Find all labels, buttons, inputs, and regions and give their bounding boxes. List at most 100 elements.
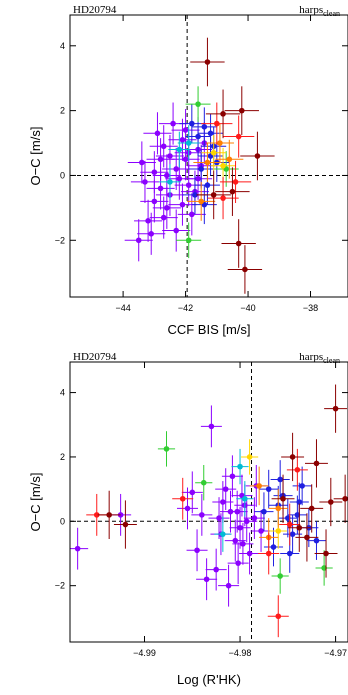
point-marker bbox=[220, 162, 226, 169]
point-marker bbox=[299, 483, 305, 489]
point-marker bbox=[220, 499, 226, 505]
data-point bbox=[205, 548, 227, 591]
data-point bbox=[200, 405, 222, 448]
point-marker bbox=[296, 524, 303, 531]
point-marker bbox=[277, 476, 283, 483]
data-point bbox=[201, 102, 233, 145]
point-marker bbox=[289, 454, 296, 460]
data-point bbox=[271, 558, 289, 594]
point-marker bbox=[184, 505, 191, 512]
data-point bbox=[283, 514, 303, 554]
point-marker bbox=[235, 560, 241, 566]
data-point bbox=[236, 500, 258, 543]
x-tick-label: −38 bbox=[303, 303, 318, 313]
point-marker bbox=[275, 528, 282, 534]
point-marker bbox=[201, 124, 208, 130]
point-marker bbox=[176, 146, 183, 153]
corner-right-main: harps bbox=[299, 4, 323, 16]
point-marker bbox=[154, 130, 161, 137]
data-point bbox=[269, 513, 287, 549]
data-point bbox=[162, 209, 191, 252]
point-marker bbox=[280, 495, 286, 502]
data-point bbox=[195, 464, 213, 501]
point-marker bbox=[254, 153, 261, 159]
data-point bbox=[240, 131, 275, 181]
data-point bbox=[196, 170, 231, 220]
point-marker bbox=[321, 565, 327, 571]
point-marker bbox=[296, 499, 303, 505]
point-marker bbox=[142, 179, 148, 185]
data-point bbox=[279, 503, 301, 546]
data-point bbox=[177, 125, 200, 161]
data-point bbox=[215, 167, 250, 216]
point-marker bbox=[167, 153, 173, 159]
data-point bbox=[231, 448, 249, 485]
data-point bbox=[236, 481, 254, 517]
point-marker bbox=[261, 508, 267, 515]
data-point bbox=[171, 109, 200, 152]
point-marker bbox=[208, 423, 215, 430]
point-marker bbox=[289, 531, 296, 537]
point-marker bbox=[242, 495, 248, 502]
point-marker bbox=[179, 136, 186, 143]
data-point bbox=[190, 37, 225, 87]
data-point bbox=[271, 474, 295, 523]
y-tick-label: 0 bbox=[60, 516, 65, 526]
point-marker bbox=[308, 505, 315, 512]
data-point bbox=[259, 469, 279, 509]
point-marker bbox=[294, 512, 301, 518]
x-tick-label: −4.97 bbox=[324, 648, 347, 658]
data-point bbox=[286, 448, 308, 491]
data-point bbox=[231, 474, 253, 517]
data-point bbox=[97, 490, 121, 540]
point-marker bbox=[246, 454, 253, 460]
data-point bbox=[127, 141, 156, 184]
data-point bbox=[176, 487, 199, 530]
point-marker bbox=[200, 479, 207, 486]
point-marker bbox=[217, 140, 223, 146]
point-marker bbox=[242, 266, 248, 273]
point-marker bbox=[151, 198, 158, 205]
data-point bbox=[137, 212, 166, 255]
point-marker bbox=[270, 544, 277, 550]
y-tick-label: −2 bbox=[55, 235, 65, 245]
point-marker bbox=[286, 521, 293, 528]
data-point bbox=[268, 489, 288, 528]
point-marker bbox=[243, 518, 250, 525]
point-marker bbox=[229, 188, 236, 195]
point-marker bbox=[204, 59, 211, 65]
data-point bbox=[229, 506, 251, 549]
data-point bbox=[187, 181, 216, 221]
point-marker bbox=[122, 521, 129, 528]
point-marker bbox=[204, 182, 211, 188]
data-point bbox=[270, 460, 290, 499]
point-marker bbox=[145, 218, 151, 224]
data-point bbox=[113, 500, 137, 549]
data-point bbox=[226, 490, 248, 533]
rhk-panel: HD20794 harpsclean −4.99 −4.98 −4.97−2024 … bbox=[28, 351, 348, 687]
point-marker bbox=[286, 550, 293, 557]
point-marker bbox=[220, 111, 226, 117]
data-point bbox=[241, 439, 259, 475]
point-marker bbox=[173, 227, 180, 234]
x-tick-label: −42 bbox=[178, 303, 193, 313]
data-point bbox=[186, 529, 208, 572]
data-point bbox=[305, 439, 328, 488]
point-marker bbox=[151, 169, 158, 176]
x-tick-label: −4.98 bbox=[229, 648, 252, 658]
point-marker bbox=[237, 524, 243, 531]
plot-frame bbox=[69, 14, 348, 298]
point-marker bbox=[256, 483, 262, 489]
point-marker bbox=[216, 515, 222, 521]
corner-right-label: harpsclean bbox=[299, 4, 340, 18]
point-marker bbox=[179, 495, 186, 502]
data-point bbox=[221, 219, 256, 268]
point-marker bbox=[222, 486, 229, 492]
point-marker bbox=[192, 192, 198, 198]
point-marker bbox=[240, 541, 246, 547]
point-marker bbox=[185, 237, 192, 244]
x-tick-label: −44 bbox=[115, 303, 130, 313]
y-tick-label: 2 bbox=[60, 106, 65, 116]
corner-right-sub: clean bbox=[323, 9, 340, 18]
data-point bbox=[258, 532, 280, 575]
